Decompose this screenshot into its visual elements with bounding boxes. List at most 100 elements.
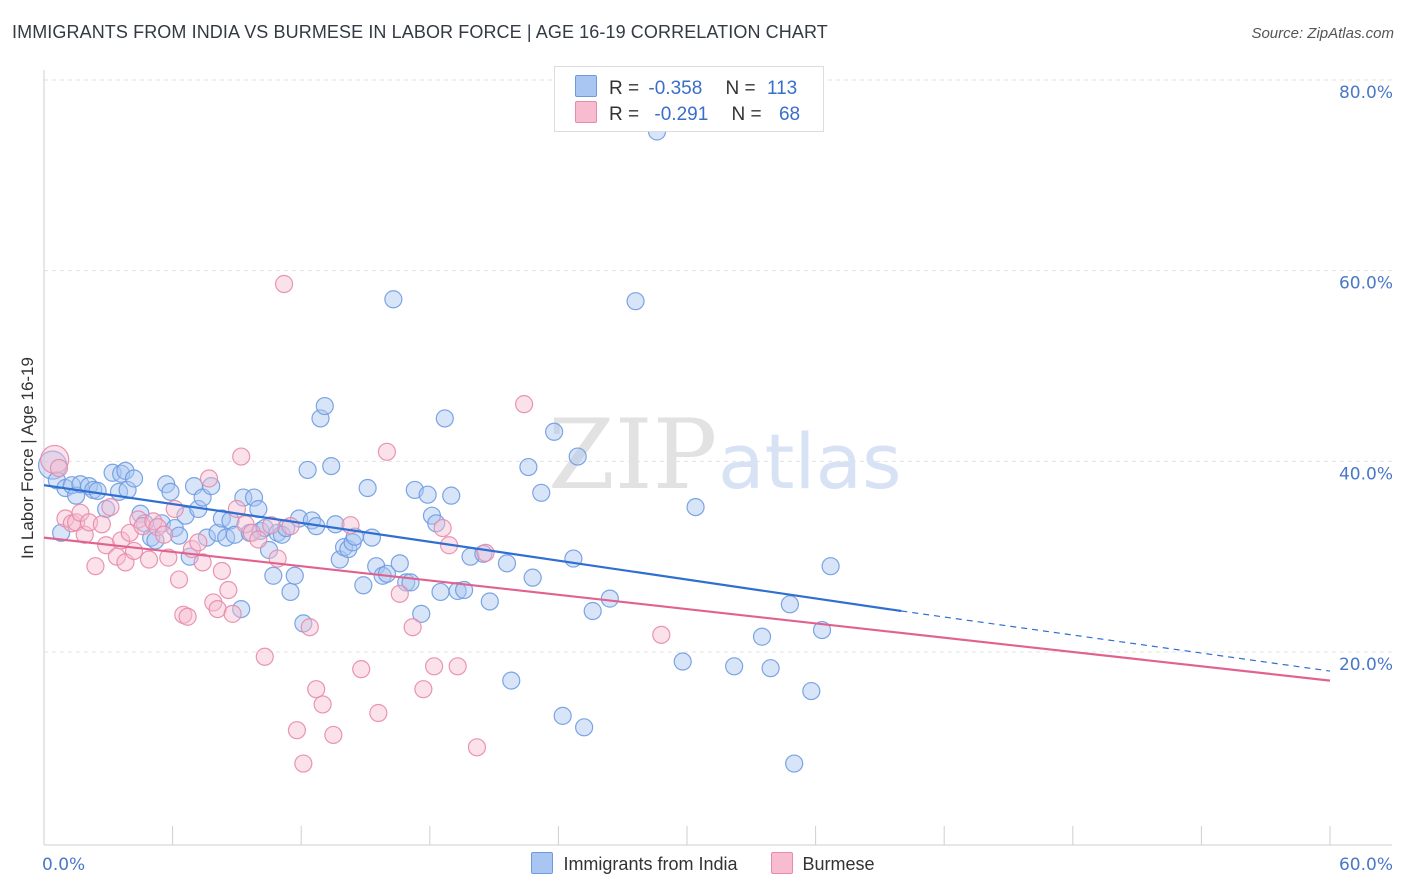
watermark-atlas: atlas: [718, 417, 902, 506]
india-point: [761, 659, 780, 678]
burmese-point: [390, 584, 409, 603]
india-point: [322, 457, 341, 476]
india-point: [575, 718, 594, 737]
burmese-point: [433, 518, 452, 538]
legend-swatch-india: [575, 75, 597, 97]
series-swatch-burmese: [770, 852, 793, 874]
legend-r-label: R =: [609, 104, 640, 125]
india-point: [88, 481, 107, 500]
burmese-point: [193, 553, 212, 572]
india-point: [600, 589, 619, 608]
data-points: [37, 122, 840, 773]
india-point: [532, 483, 551, 502]
burmese-point: [92, 515, 111, 534]
burmese-point: [169, 570, 189, 589]
india-point: [523, 568, 542, 587]
india-point: [298, 460, 317, 480]
burmese-point: [403, 618, 422, 637]
series-legend-burmese: Burmese: [770, 852, 875, 875]
y-tick-label: 60.0%: [1339, 274, 1393, 294]
india-point: [264, 566, 283, 585]
series-legend-india: Immigrants from India: [531, 852, 738, 875]
burmese-point: [40, 444, 70, 475]
source-credit: Source: ZipAtlas.com: [1251, 25, 1394, 42]
india-point: [244, 488, 264, 507]
burmese-point: [262, 516, 281, 535]
india-point: [626, 292, 645, 311]
burmese-point: [101, 497, 120, 517]
burmese-point: [199, 469, 219, 488]
india-point: [169, 526, 189, 545]
burmese-point: [154, 525, 174, 544]
x-tick-label-max: 60.0%: [1339, 855, 1393, 875]
india-point: [480, 592, 499, 611]
india-point: [197, 528, 216, 547]
india-point: [785, 754, 804, 773]
india-point: [390, 554, 409, 573]
burmese-point: [242, 523, 262, 542]
burmese-point: [476, 543, 495, 562]
series-legend: Immigrants from India Burmese: [0, 852, 1406, 875]
india-point: [725, 657, 744, 676]
burmese-point: [369, 703, 388, 723]
india-point: [802, 681, 821, 701]
y-tick-label: 40.0%: [1339, 464, 1393, 484]
burmese-point: [274, 274, 294, 294]
india-point: [435, 409, 454, 428]
legend-swatch-burmese: [575, 101, 597, 123]
axes: [43, 70, 1392, 846]
burmese-point: [232, 447, 251, 466]
india-point: [281, 582, 300, 602]
burmese-point: [133, 517, 152, 536]
burmese-point: [414, 680, 433, 699]
india-point: [583, 601, 602, 621]
india-point: [354, 576, 373, 595]
india-point: [780, 595, 799, 614]
burmese-point: [189, 533, 208, 552]
india-point: [545, 422, 564, 441]
chart-title: IMMIGRANTS FROM INDIA VS BURMESE IN LABO…: [12, 22, 828, 42]
india-point: [553, 706, 572, 725]
india-point: [686, 497, 705, 517]
correlation-legend: R = -0.358 N = 113 R = -0.291 N = 68: [554, 66, 824, 132]
burmese-trend-line: [43, 536, 1331, 682]
burmese-point: [300, 618, 319, 637]
india-point: [161, 482, 180, 501]
india-point: [412, 604, 431, 623]
india-point: [326, 515, 345, 534]
burmese-point: [307, 680, 326, 699]
legend-r-value-burmese: -0.291: [654, 104, 709, 125]
legend-n-value-burmese: 68: [778, 104, 801, 125]
india-trend-line: [43, 484, 902, 613]
burmese-point: [208, 599, 227, 619]
watermark: ZIP atlas: [548, 399, 902, 511]
burmese-point: [124, 541, 144, 561]
legend-n-label: N =: [725, 78, 756, 99]
india-point: [384, 290, 403, 309]
y-axis-title: In Labor Force | Age 16-19: [18, 357, 37, 559]
india-point: [497, 554, 517, 573]
grid-lines: [44, 79, 1392, 653]
legend-r-label: R =: [609, 78, 640, 99]
burmese-point: [377, 442, 397, 461]
burmese-point: [255, 647, 274, 666]
x-ticks: [43, 826, 1331, 845]
legend-n-value-india: 113: [766, 78, 798, 99]
burmese-point: [467, 738, 487, 757]
india-point: [418, 485, 437, 504]
burmese-point: [352, 660, 371, 679]
legend-row-burmese: R = -0.291 N = 68: [575, 101, 800, 127]
burmese-point: [148, 518, 167, 537]
trend-lines: [43, 484, 1331, 682]
burmese-point: [324, 725, 343, 745]
burmese-point: [313, 695, 332, 714]
india-point: [502, 671, 521, 690]
series-swatch-india: [531, 852, 554, 874]
burmese-point: [515, 395, 534, 414]
x-tick-label-min: 0.0%: [42, 855, 85, 875]
y-tick-labels: 20.0% 40.0% 60.0% 80.0%: [1339, 83, 1393, 675]
india-point: [285, 566, 304, 585]
burmese-point: [159, 548, 178, 567]
burmese-point: [294, 754, 313, 773]
